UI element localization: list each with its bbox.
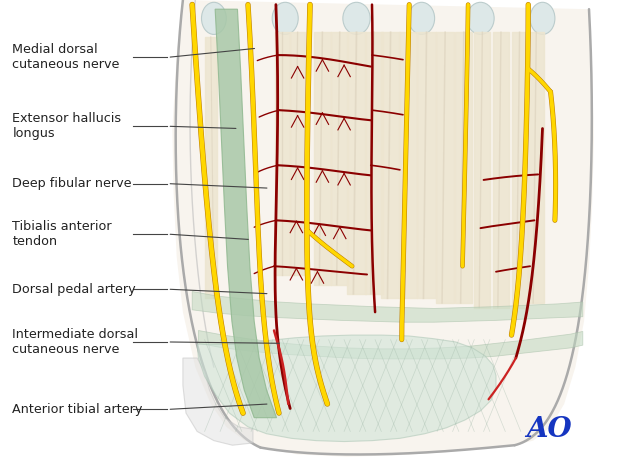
Polygon shape [172, 0, 594, 457]
Polygon shape [192, 291, 583, 322]
Polygon shape [183, 358, 253, 445]
Text: Deep fibular nerve: Deep fibular nerve [12, 177, 132, 190]
Ellipse shape [272, 2, 298, 34]
Text: Intermediate dorsal
cutaneous nerve: Intermediate dorsal cutaneous nerve [12, 328, 138, 356]
Text: Dorsal pedal artery: Dorsal pedal artery [12, 283, 136, 296]
Text: Medial dorsal
cutaneous nerve: Medial dorsal cutaneous nerve [12, 43, 120, 72]
Text: Tibialis anterior
tendon: Tibialis anterior tendon [12, 220, 112, 248]
Text: Extensor hallucis
longus: Extensor hallucis longus [12, 112, 122, 140]
Ellipse shape [202, 2, 226, 34]
Ellipse shape [530, 2, 555, 34]
Polygon shape [198, 330, 583, 359]
Polygon shape [215, 9, 277, 418]
Text: Anterior tibial artery: Anterior tibial artery [12, 403, 143, 416]
Ellipse shape [343, 2, 370, 34]
Text: AO: AO [526, 416, 572, 442]
Ellipse shape [467, 2, 494, 34]
Ellipse shape [409, 2, 435, 34]
Polygon shape [197, 335, 496, 442]
